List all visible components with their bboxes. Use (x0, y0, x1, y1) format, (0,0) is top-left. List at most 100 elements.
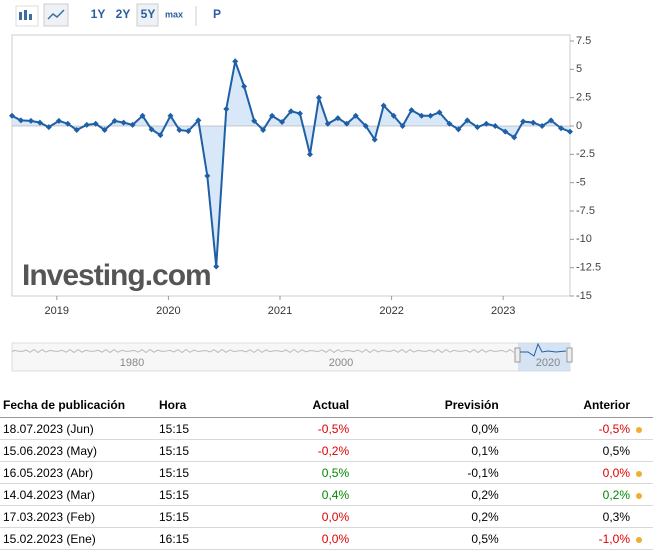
watermark: Investing.com (22, 259, 211, 292)
point (167, 112, 174, 119)
range-button[interactable]: P (213, 7, 221, 21)
line-view-button[interactable] (43, 3, 69, 27)
range-selected (136, 3, 159, 27)
point (27, 117, 34, 124)
point (324, 120, 331, 127)
cell: 0,0% (245, 505, 353, 528)
column-header: Actual (245, 393, 353, 418)
point (223, 106, 230, 112)
icon (47, 9, 65, 20)
status-cell (633, 527, 653, 550)
spacer (633, 393, 653, 418)
status-dot (636, 492, 642, 499)
point (390, 112, 397, 119)
cell: 0,5% (245, 461, 353, 484)
navigator-handle[interactable] (514, 347, 521, 363)
cell: 0,5% (352, 527, 502, 550)
point (204, 172, 211, 179)
range-button[interactable]: 5Y (141, 7, 156, 21)
point (251, 117, 258, 124)
cell: -0,5% (501, 417, 633, 440)
point (380, 102, 387, 109)
point (315, 94, 322, 101)
point (9, 112, 15, 119)
point (120, 119, 127, 126)
cell: 0,5% (501, 439, 633, 462)
status-cell (633, 483, 653, 506)
point (232, 58, 239, 65)
cell: 17.03.2023 (Feb) (0, 505, 156, 528)
cell: 16.05.2023 (Abr) (0, 461, 156, 484)
cell: 0,3% (501, 505, 633, 528)
cell: 0,0% (245, 527, 353, 550)
y-tick-label: 0 (576, 120, 582, 132)
icon (29, 14, 32, 20)
point (36, 119, 43, 126)
x-tick-label: 2023 (491, 305, 515, 317)
y-tick-label: -7.5 (576, 205, 595, 217)
cell: 18.07.2023 (Jun) (0, 417, 156, 440)
point (55, 117, 62, 124)
point (446, 120, 453, 127)
y-tick-label: -12.5 (576, 262, 601, 274)
column-header: Fecha de publicación (0, 393, 156, 418)
cell: 0,2% (352, 505, 502, 528)
point (343, 120, 350, 127)
header-row: Fecha de publicación Hora Actual Previsión A… (0, 393, 653, 418)
point (502, 128, 509, 135)
point (399, 123, 406, 129)
x-tick-label: 2022 (379, 305, 403, 317)
table-row: 14.04.2023 (Mar) 15:15 0,4% 0,2% 0,2% (0, 483, 653, 506)
point (371, 136, 378, 143)
cell: -1,0% (501, 527, 633, 550)
table-row: 18.07.2023 (Jun) 15:15 -0,5% 0,0% -0,5% (0, 417, 653, 440)
point (176, 126, 183, 133)
status-cell (633, 439, 653, 462)
point (352, 112, 359, 119)
point (296, 110, 303, 117)
table-row: 17.03.2023 (Feb) 15:15 0,0% 0,2% 0,3% (0, 505, 653, 528)
point (64, 120, 71, 127)
icon (19, 12, 22, 20)
y-tick-label: 2.5 (576, 92, 591, 104)
range-button[interactable]: 1Y (91, 7, 106, 21)
point (269, 112, 276, 119)
line (11, 57, 571, 267)
point (111, 117, 118, 124)
cell: 0,2% (352, 483, 502, 506)
navigator-window[interactable] (518, 343, 570, 371)
navigator-label: 1980 (120, 357, 144, 369)
status-dot (636, 536, 642, 543)
point (195, 117, 202, 124)
status-cell (633, 417, 653, 440)
point (45, 124, 52, 131)
point (483, 120, 490, 127)
navigator-handle[interactable] (566, 347, 573, 363)
cell: 0,0% (352, 417, 502, 440)
range-button[interactable]: max (165, 9, 183, 19)
cell: 15:15 (156, 483, 246, 506)
cell: 0,4% (245, 483, 353, 506)
cell: -0,2% (245, 439, 353, 462)
point (464, 117, 471, 124)
cell: 15:15 (156, 505, 246, 528)
point (306, 151, 313, 158)
cell: 0,1% (352, 439, 502, 462)
x-tick-label: 2019 (45, 305, 69, 317)
cell: -0,5% (245, 417, 353, 440)
plot-frame (11, 34, 571, 297)
y-tick-label: -2.5 (576, 148, 595, 160)
cell: 16:15 (156, 527, 246, 550)
column-header: Previsión (352, 393, 502, 418)
point (279, 119, 286, 126)
range-button[interactable]: 2Y (116, 7, 131, 21)
cell: 15.06.2023 (May) (0, 439, 156, 462)
point (129, 121, 136, 128)
point (362, 123, 369, 129)
point (418, 112, 425, 119)
point (520, 118, 527, 125)
status-dot (636, 470, 642, 477)
cell: 15.02.2023 (Ene) (0, 527, 156, 550)
point (427, 112, 434, 119)
